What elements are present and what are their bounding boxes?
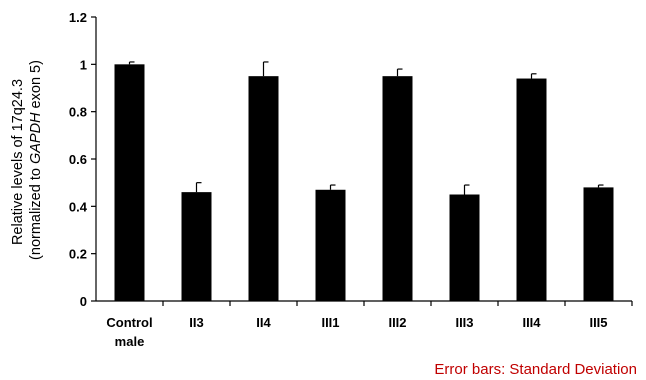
y-tick-label: 0.6 (69, 152, 87, 167)
x-tick-label: III4 (522, 315, 541, 330)
bar (114, 64, 145, 301)
y-axis-label-line2-suffix: exon 5) (28, 60, 44, 112)
bar (181, 192, 212, 301)
x-tick-label: II4 (256, 315, 271, 330)
bar (382, 76, 413, 302)
bar (315, 189, 346, 301)
bar (583, 187, 614, 301)
y-tick-label: 0.4 (69, 199, 88, 214)
y-tick-label: 0 (80, 294, 87, 309)
x-tick-label: III1 (321, 315, 339, 330)
bar (449, 194, 480, 301)
y-axis-label-line2-gene: GAPDH (28, 112, 44, 164)
x-axis: Control male II3 II4 III1 III2 III3 III4 III5 (96, 300, 633, 349)
y-axis-label-line2-prefix: (normalized to (28, 164, 44, 260)
bar (516, 78, 547, 302)
y-axis: 0 0.2 0.4 0.6 0.8 1 1.2 (69, 10, 97, 309)
bar (248, 76, 279, 302)
y-axis-label-line1: Relative levels of 17q24.3 (10, 79, 26, 245)
x-tick-label: III5 (589, 315, 607, 330)
x-tick-label: III2 (388, 315, 406, 330)
y-tick-label: 0.8 (69, 105, 87, 120)
y-tick-label: 1.2 (69, 10, 87, 25)
y-tick-label: 1 (80, 57, 87, 72)
y-tick-label: 0.2 (69, 247, 87, 262)
x-tick-label: II3 (189, 315, 203, 330)
y-axis-label: Relative levels of 17q24.3 (normalized t… (10, 60, 44, 260)
error-bar-note: Error bars: Standard Deviation (434, 361, 637, 378)
x-tick-label: III3 (455, 315, 473, 330)
x-tick-label: Control (106, 315, 152, 330)
bars (114, 61, 614, 302)
y-axis-label-line2: (normalized to GAPDH exon 5) (28, 60, 44, 260)
x-tick-label: male (115, 334, 145, 349)
